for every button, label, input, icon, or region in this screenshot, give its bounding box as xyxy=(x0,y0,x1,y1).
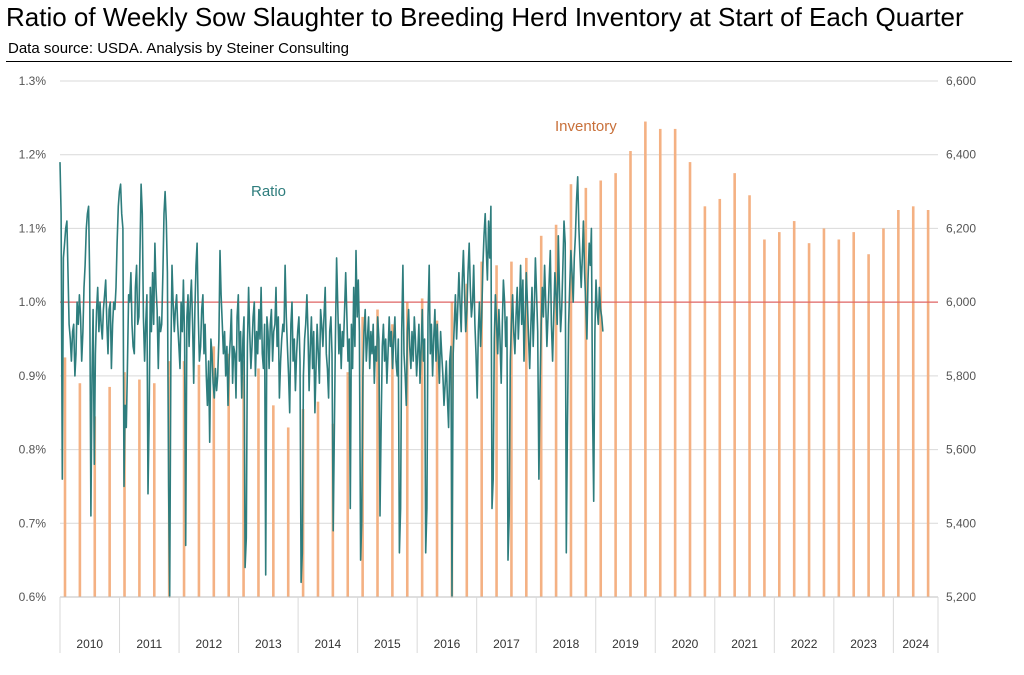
inventory-bar xyxy=(257,368,260,597)
title-underline xyxy=(6,61,1012,62)
chart-title: Ratio of Weekly Sow Slaughter to Breedin… xyxy=(6,2,964,32)
inventory-bar xyxy=(807,243,811,597)
inventory-bar xyxy=(93,416,97,597)
inventory-bar xyxy=(480,261,483,597)
inventory-bar xyxy=(376,309,379,597)
inventory-bar xyxy=(152,383,156,597)
left-axis-tick-label: 0.6% xyxy=(19,590,47,604)
inventory-bar xyxy=(420,298,424,597)
inventory-bar xyxy=(138,379,141,597)
inventory-bar xyxy=(316,401,320,597)
inventory-bar xyxy=(778,232,781,597)
inventory-bar xyxy=(897,210,900,597)
left-axis-tick-label: 1.0% xyxy=(19,295,47,309)
inventory-bar xyxy=(495,265,498,597)
ratio-series-line xyxy=(59,162,604,598)
inventory-bar xyxy=(435,320,439,597)
x-axis-year-label: 2024 xyxy=(902,637,929,651)
inventory-bar xyxy=(569,184,573,597)
x-axis-year-label: 2019 xyxy=(612,637,639,651)
inventory-bar xyxy=(733,173,736,597)
inventory-bar xyxy=(405,302,409,597)
inventory-bar xyxy=(242,361,245,597)
ratio-series-label: Ratio xyxy=(251,183,286,200)
x-axis-year-label: 2020 xyxy=(672,637,699,651)
right-axis-tick-label: 6,400 xyxy=(946,148,976,162)
x-axis-year-label: 2023 xyxy=(850,637,877,651)
inventory-bar xyxy=(510,261,513,597)
x-axis-year-label: 2015 xyxy=(374,637,401,651)
inventory-bar xyxy=(599,180,603,597)
inventory-bar xyxy=(78,383,82,597)
inventory-bar xyxy=(391,324,394,597)
x-axis-year-label: 2017 xyxy=(493,637,520,651)
inventory-bar xyxy=(108,386,111,597)
x-axis-year-label: 2010 xyxy=(76,637,103,651)
inventory-bar xyxy=(614,173,617,597)
inventory-bar xyxy=(182,361,186,597)
inventory-bar xyxy=(63,357,67,597)
inventory-series-label: Inventory xyxy=(555,118,617,135)
inventory-bar xyxy=(748,195,751,597)
inventory-bar xyxy=(227,353,230,597)
right-axis-tick-label: 5,600 xyxy=(946,443,976,457)
right-axis-tick-label: 5,400 xyxy=(946,516,976,530)
right-axis-tick-label: 5,200 xyxy=(946,590,976,604)
inventory-bar xyxy=(718,198,722,597)
inventory-bar xyxy=(346,372,350,597)
right-axis-tick-label: 5,800 xyxy=(946,369,976,383)
right-axis-tick-label: 6,600 xyxy=(946,74,976,88)
x-axis-year-label: 2012 xyxy=(195,637,222,651)
inventory-bar xyxy=(926,210,930,597)
inventory-bar xyxy=(911,206,915,598)
x-axis-year-label: 2022 xyxy=(791,637,818,651)
x-axis-year-label: 2013 xyxy=(255,637,282,651)
inventory-bar xyxy=(792,221,796,598)
inventory-bar xyxy=(584,187,588,597)
x-axis-year-label: 2018 xyxy=(553,637,580,651)
left-axis-tick-label: 1.1% xyxy=(19,221,47,235)
left-axis-tick-label: 0.9% xyxy=(19,369,47,383)
inventory-bar xyxy=(212,346,216,597)
inventory-bar xyxy=(867,254,870,597)
gridlines xyxy=(60,80,938,598)
x-axis-year-label: 2014 xyxy=(315,637,342,651)
x-axis-year-label: 2021 xyxy=(731,637,758,651)
inventory-bar xyxy=(837,239,841,597)
inventory-bar xyxy=(658,128,662,597)
inventory-bar xyxy=(763,239,766,597)
inventory-bar xyxy=(882,228,885,597)
chart-subtitle: Data source: USDA. Analysis by Steiner C… xyxy=(8,40,349,57)
left-axis-tick-label: 1.3% xyxy=(19,74,47,88)
inventory-bar xyxy=(673,128,677,597)
inventory-bar xyxy=(286,427,290,597)
left-axis-tick-label: 0.7% xyxy=(19,516,47,530)
x-axis-year-label: 2011 xyxy=(136,637,162,651)
inventory-bar xyxy=(272,405,275,597)
inventory-bar xyxy=(629,151,632,597)
inventory-bar xyxy=(465,283,469,597)
right-axis-ticks: 6,600 6,400 6,200 6,000 5,800 5,600 5,400 5,200 xyxy=(946,74,976,604)
inventory-bar xyxy=(197,364,201,597)
x-axis-year-label: 2016 xyxy=(434,637,461,651)
inventory-bar xyxy=(539,235,543,598)
right-axis-tick-label: 6,000 xyxy=(946,295,976,309)
left-axis-ticks: 1.3% 1.2% 1.1% 1.0% 0.9% 0.8% 0.7% 0.6% xyxy=(19,74,47,604)
right-axis-tick-label: 6,200 xyxy=(946,221,976,235)
inventory-bar xyxy=(525,257,528,597)
x-axis: 2010 2011 2012 2013 2014 2015 2016 2017 2018 2019… xyxy=(59,596,939,653)
inventory-bar xyxy=(644,121,647,598)
inventory-bar xyxy=(822,228,826,597)
inventory-bar xyxy=(688,162,692,598)
inventory-bar xyxy=(852,232,856,597)
inventory-bar xyxy=(554,224,558,597)
left-axis-tick-label: 0.8% xyxy=(19,443,47,457)
inventory-bar xyxy=(703,206,707,598)
left-axis-tick-label: 1.2% xyxy=(19,148,47,162)
